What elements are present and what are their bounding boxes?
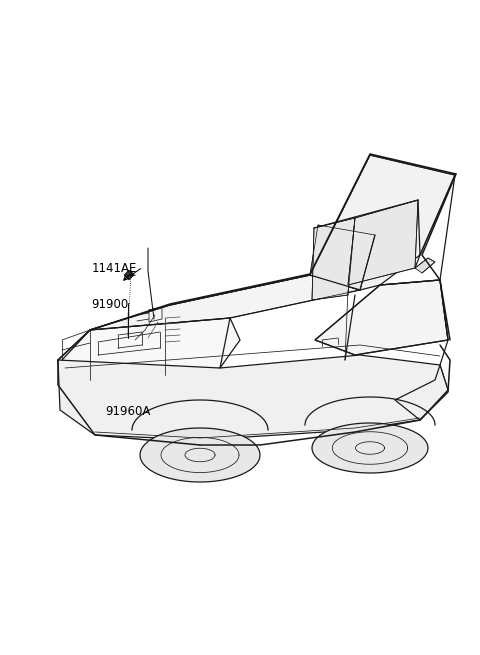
Polygon shape	[310, 155, 455, 290]
Polygon shape	[149, 307, 162, 322]
Polygon shape	[312, 218, 355, 300]
Polygon shape	[315, 280, 448, 355]
Polygon shape	[90, 275, 360, 330]
Polygon shape	[58, 355, 448, 440]
Polygon shape	[310, 225, 375, 290]
Text: 91960A: 91960A	[106, 405, 151, 418]
Polygon shape	[312, 423, 428, 473]
Polygon shape	[58, 305, 240, 385]
Text: 91900: 91900	[91, 298, 129, 311]
Polygon shape	[348, 200, 418, 285]
Text: 1141AE: 1141AE	[91, 262, 137, 275]
Polygon shape	[395, 365, 448, 420]
Polygon shape	[124, 270, 134, 280]
Polygon shape	[140, 428, 260, 482]
Polygon shape	[415, 258, 435, 273]
